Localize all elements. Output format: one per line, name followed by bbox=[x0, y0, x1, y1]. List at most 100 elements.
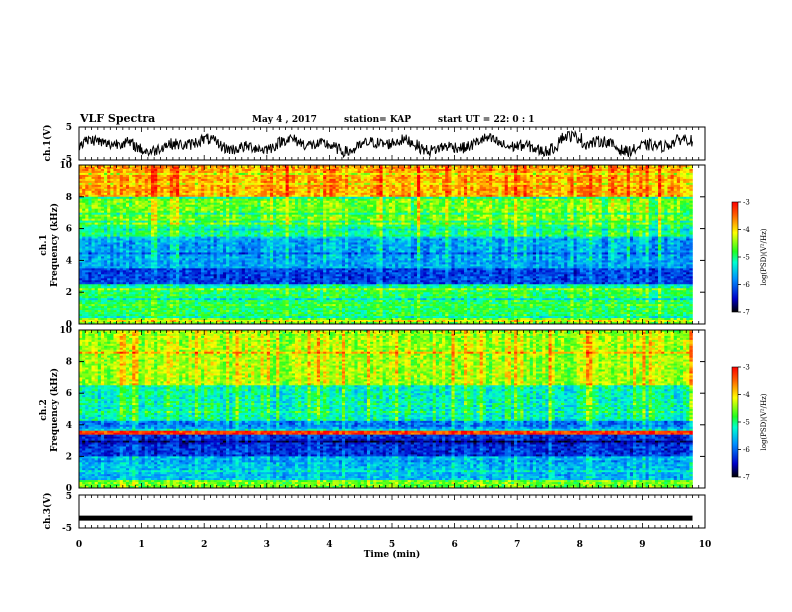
spectrogram-cell bbox=[119, 212, 124, 215]
spectrogram-cell bbox=[401, 204, 405, 208]
spectrogram-cell bbox=[413, 166, 418, 170]
spectrogram-cell bbox=[598, 184, 603, 188]
spectrogram-cell bbox=[244, 186, 249, 190]
spectrogram-cell bbox=[273, 192, 277, 196]
spectrogram-cell bbox=[257, 196, 261, 200]
spectrogram-cell bbox=[617, 186, 621, 190]
spectrogram-cell bbox=[407, 165, 412, 168]
spectrogram-cell bbox=[100, 184, 105, 188]
spectrogram-cell bbox=[554, 184, 559, 188]
spectrogram-cell bbox=[463, 192, 468, 196]
spectrogram-cell bbox=[476, 188, 480, 192]
spectrogram-cell bbox=[301, 184, 305, 188]
spectrogram-cell bbox=[91, 200, 95, 204]
spectrogram-cell bbox=[598, 166, 603, 170]
spectrogram-cell bbox=[470, 170, 474, 174]
spectrogram-cell bbox=[579, 212, 584, 215]
spectrogram-cell bbox=[413, 186, 418, 190]
spectrogram-cell bbox=[222, 214, 227, 217]
spectrogram-cell bbox=[201, 208, 205, 212]
spectrogram-cell bbox=[163, 186, 167, 190]
spectrogram-cell bbox=[107, 210, 111, 213]
spectrogram-cell bbox=[144, 214, 149, 217]
spectrogram-cell bbox=[307, 165, 311, 168]
spectrogram-cell bbox=[648, 170, 653, 174]
spectrogram-cell bbox=[557, 212, 562, 215]
spectrogram-cell bbox=[601, 170, 606, 174]
spectrogram-cell bbox=[326, 166, 330, 170]
spectrogram-cell bbox=[457, 178, 462, 182]
spectrogram-cell bbox=[410, 182, 415, 186]
spectrogram-cell bbox=[244, 206, 249, 210]
spectrogram-cell bbox=[510, 198, 515, 202]
spectrogram-cell bbox=[179, 168, 183, 172]
spectrogram-cell bbox=[238, 178, 243, 182]
spectrogram-cell bbox=[620, 182, 624, 186]
spectrogram-cell bbox=[545, 172, 549, 176]
spectrogram-cell bbox=[438, 192, 443, 196]
spectrogram-cell bbox=[645, 184, 649, 188]
spectrogram-cell bbox=[454, 192, 459, 196]
spectrogram-cell bbox=[507, 172, 512, 176]
spectrogram-cell bbox=[633, 182, 637, 186]
spectrogram-cell bbox=[392, 204, 396, 208]
spectrogram-cell bbox=[689, 206, 693, 210]
spectrogram-cell bbox=[658, 204, 662, 208]
spectrogram-cell bbox=[166, 165, 171, 168]
spectrogram-cell bbox=[385, 196, 390, 200]
spectrogram-cell bbox=[564, 206, 568, 210]
spectrogram-cell bbox=[226, 200, 230, 204]
spectrogram-cell bbox=[341, 206, 346, 210]
spectrogram-cell bbox=[388, 188, 393, 192]
spectrogram-cell bbox=[548, 170, 552, 174]
spectrogram-cell bbox=[329, 176, 333, 180]
spectrogram-cell bbox=[207, 184, 211, 188]
spectrogram-cell bbox=[532, 176, 537, 180]
spectrogram-cell bbox=[595, 174, 599, 178]
spectrogram-cell bbox=[276, 170, 280, 174]
spectrogram-cell bbox=[79, 184, 83, 188]
spectrogram-cell bbox=[514, 170, 518, 174]
spectrogram-cell bbox=[388, 182, 393, 186]
spectrogram-cell bbox=[254, 166, 258, 170]
spectrogram-cell bbox=[226, 214, 230, 217]
spectrogram-cell bbox=[495, 174, 499, 178]
spectrogram-cell bbox=[557, 198, 562, 202]
spectrogram-cell bbox=[607, 172, 612, 176]
spectrogram-cell bbox=[163, 172, 167, 176]
spectrogram-cell bbox=[207, 208, 211, 212]
spectrogram-cell bbox=[154, 178, 158, 182]
spectrogram-cell bbox=[326, 210, 330, 213]
spectrogram-cell bbox=[617, 194, 621, 198]
spectrogram-cell bbox=[614, 174, 618, 178]
spectrogram-cell bbox=[501, 186, 505, 190]
spectrogram-cell bbox=[345, 214, 349, 217]
spectrogram-cell bbox=[150, 214, 155, 217]
spectrogram-cell bbox=[188, 190, 192, 194]
spectrogram-cell bbox=[482, 194, 487, 198]
spectrogram-cell bbox=[338, 206, 343, 210]
spectrogram-cell bbox=[100, 212, 105, 215]
spectrogram-cell bbox=[601, 204, 606, 208]
spectrogram-cell bbox=[219, 212, 224, 215]
spectrogram-cell bbox=[567, 188, 571, 192]
spectrogram-cell bbox=[633, 204, 637, 208]
spectrogram-cell bbox=[636, 208, 640, 212]
spectrogram-cell bbox=[526, 184, 531, 188]
spectrogram-cell bbox=[345, 182, 349, 186]
spectrogram-cell bbox=[645, 178, 649, 182]
spectrogram-cell bbox=[476, 170, 480, 174]
spectrogram-cell bbox=[589, 172, 593, 176]
spectrogram-cell bbox=[150, 194, 155, 198]
spectrogram-cell bbox=[526, 212, 531, 215]
spectrogram-cell bbox=[573, 196, 577, 200]
spectrogram-cell bbox=[507, 170, 512, 174]
spectrogram-cell bbox=[363, 184, 368, 188]
spectrogram-cell bbox=[107, 198, 111, 202]
spectrogram-cell bbox=[460, 166, 465, 170]
spectrogram-cell bbox=[442, 166, 446, 170]
spectrogram-cell bbox=[248, 190, 252, 194]
spectrogram-cell bbox=[316, 180, 321, 184]
spectrogram-cell bbox=[263, 204, 268, 208]
spectrogram-cell bbox=[266, 200, 271, 204]
